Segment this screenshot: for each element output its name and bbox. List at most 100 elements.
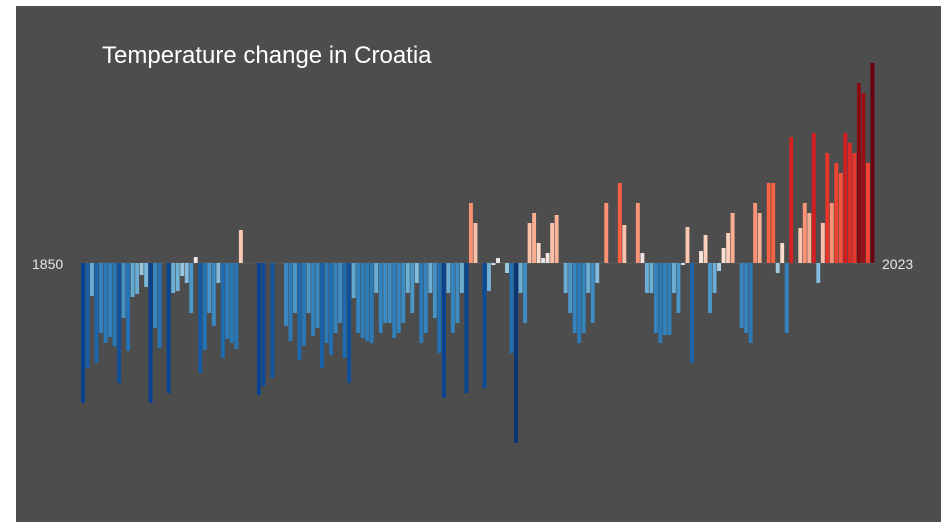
bar-2005 xyxy=(780,243,785,263)
bar-2018 xyxy=(838,173,843,263)
bar-1856 xyxy=(108,263,112,337)
bar-1970 xyxy=(622,225,627,263)
bar-1875 xyxy=(193,257,198,263)
bar-2009 xyxy=(798,228,803,263)
bar-1851 xyxy=(85,263,90,368)
bar-1871 xyxy=(175,263,180,291)
bar-1978 xyxy=(658,263,663,343)
bar-1940 xyxy=(487,263,491,291)
bar-1969 xyxy=(617,183,622,263)
bar-1862 xyxy=(135,263,140,294)
bar-1869 xyxy=(166,263,171,393)
bar-2012 xyxy=(811,133,816,263)
bar-1913 xyxy=(365,263,370,341)
bar-1859 xyxy=(121,263,126,318)
bar-1917 xyxy=(383,263,388,323)
bar-1989 xyxy=(708,263,712,313)
chart-title: Temperature change in Croatia xyxy=(102,42,432,69)
bar-1850 xyxy=(81,263,85,403)
bar-1921 xyxy=(401,263,406,323)
bar-1854 xyxy=(99,263,103,333)
bar-1959 xyxy=(572,263,577,333)
bar-2022 xyxy=(856,83,861,263)
bar-1958 xyxy=(568,263,573,313)
bar-1912 xyxy=(360,263,365,338)
bar-2024 xyxy=(865,163,870,263)
end-year-label: 2023 xyxy=(882,256,914,272)
start-year-label: 1850 xyxy=(32,256,64,272)
bar-1987 xyxy=(699,251,703,263)
bar-1991 xyxy=(717,263,722,271)
bar-1993 xyxy=(726,233,731,263)
bar-1867 xyxy=(157,263,162,348)
bar-1898 xyxy=(297,263,302,360)
bar-1905 xyxy=(329,263,334,355)
bar-1910 xyxy=(351,263,356,298)
bar-1861 xyxy=(130,263,135,297)
bar-1984 xyxy=(685,227,690,263)
bar-1885 xyxy=(238,230,243,263)
bar-2002 xyxy=(766,183,771,263)
bar-2019 xyxy=(843,133,848,263)
bar-1953 xyxy=(545,253,550,263)
bar-1928 xyxy=(432,263,437,318)
bar-1948 xyxy=(523,263,528,323)
bar-1855 xyxy=(103,263,108,343)
bar-2003 xyxy=(771,183,776,263)
bar-1874 xyxy=(189,263,194,313)
bar-1866 xyxy=(153,263,158,328)
bar-1915 xyxy=(374,263,379,293)
bar-1933 xyxy=(455,263,460,323)
bar-1947 xyxy=(518,263,523,293)
bar-1994 xyxy=(730,213,735,263)
bar-2025 xyxy=(870,63,875,263)
bar-1883 xyxy=(229,263,234,343)
bar-1857 xyxy=(112,263,117,346)
bar-1937 xyxy=(473,223,478,263)
bar-2013 xyxy=(816,263,821,283)
bar-1960 xyxy=(577,263,582,343)
bar-1985 xyxy=(690,263,694,363)
bar-1998 xyxy=(748,263,753,343)
bar-1858 xyxy=(117,263,121,383)
bar-1932 xyxy=(450,263,455,333)
bar-1979 xyxy=(662,263,667,335)
bar-1914 xyxy=(369,263,374,343)
bar-1881 xyxy=(220,263,225,358)
bar-1942 xyxy=(496,258,500,263)
bar-1909 xyxy=(347,263,352,383)
bar-2011 xyxy=(807,213,812,263)
bar-1916 xyxy=(378,263,383,333)
bar-2020 xyxy=(847,143,852,263)
bar-1939 xyxy=(482,263,487,388)
bar-2023 xyxy=(861,93,866,263)
bar-1897 xyxy=(293,263,297,313)
bar-2017 xyxy=(834,163,839,263)
bar-1873 xyxy=(184,263,189,283)
bar-2016 xyxy=(829,203,834,263)
bar-1880 xyxy=(216,263,221,283)
bar-1992 xyxy=(721,248,726,263)
bar-1895 xyxy=(284,263,288,326)
bar-1865 xyxy=(148,263,153,403)
bar-1944 xyxy=(505,263,509,273)
bar-2006 xyxy=(784,263,789,333)
bar-1864 xyxy=(144,263,149,287)
bar-1876 xyxy=(198,263,203,373)
bar-1954 xyxy=(550,223,555,263)
bar-1920 xyxy=(396,263,401,333)
bar-1925 xyxy=(419,263,424,343)
bar-1896 xyxy=(288,263,293,341)
bar-1949 xyxy=(527,223,532,263)
bar-1983 xyxy=(681,263,685,265)
bar-1957 xyxy=(563,263,568,293)
bar-1996 xyxy=(739,263,744,328)
bar-1863 xyxy=(139,263,144,275)
bar-1907 xyxy=(338,263,343,323)
bar-1952 xyxy=(541,258,546,263)
bar-2021 xyxy=(852,153,857,263)
bar-1950 xyxy=(532,213,537,263)
bar-1990 xyxy=(712,263,717,293)
bar-1946 xyxy=(514,263,518,443)
